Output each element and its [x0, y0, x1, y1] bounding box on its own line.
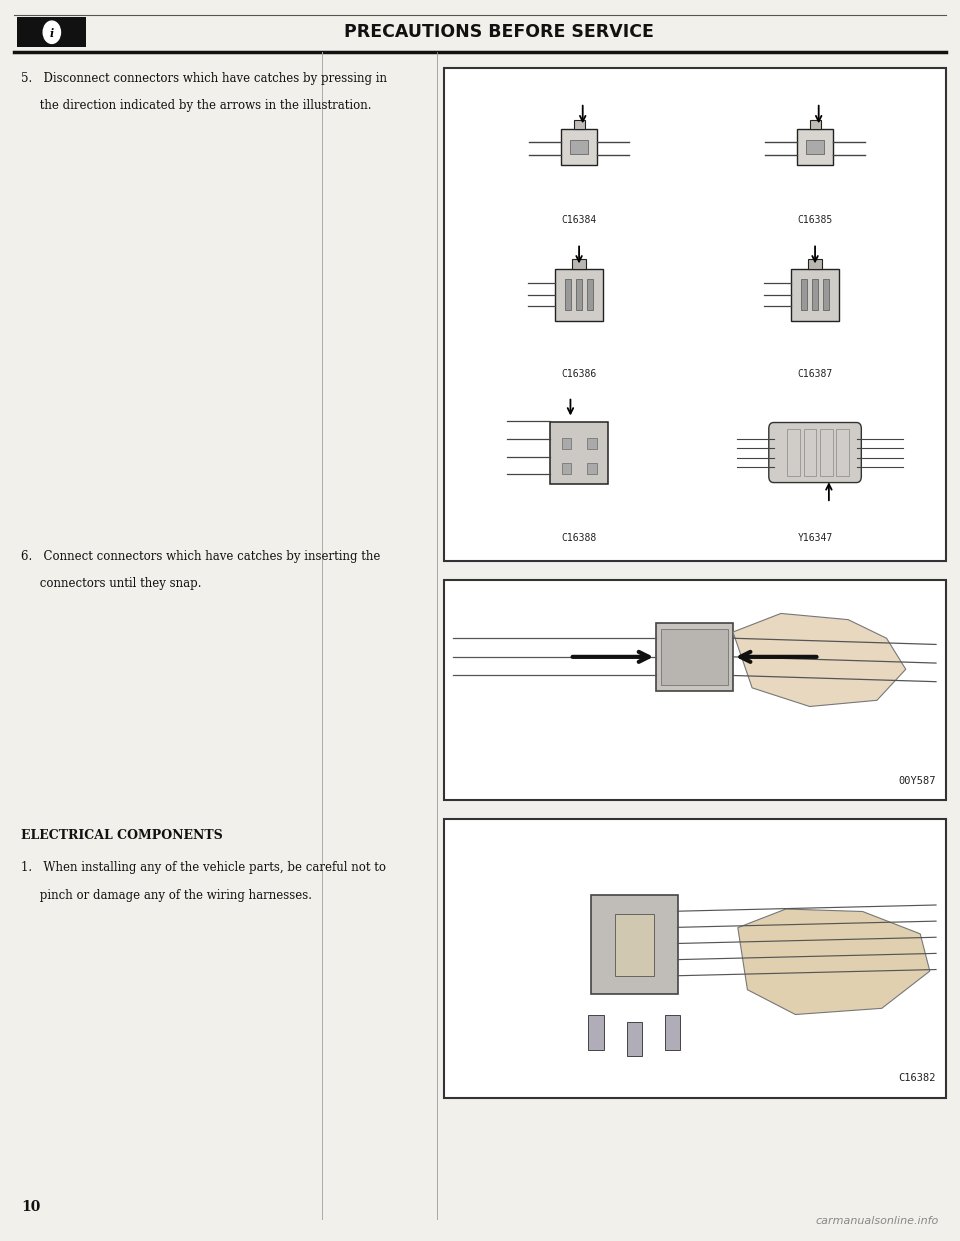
Text: 1.   When installing any of the vehicle parts, be careful not to: 1. When installing any of the vehicle pa… — [21, 861, 386, 874]
Bar — [812, 279, 818, 310]
Text: C16388: C16388 — [562, 534, 597, 544]
Bar — [444, 580, 946, 800]
Bar — [591, 895, 678, 994]
Bar — [807, 259, 823, 269]
Bar — [836, 428, 849, 477]
Text: pinch or damage any of the wiring harnesses.: pinch or damage any of the wiring harnes… — [21, 889, 312, 901]
Bar — [17, 17, 86, 47]
Bar — [550, 422, 608, 484]
Text: PRECAUTIONS BEFORE SERVICE: PRECAUTIONS BEFORE SERVICE — [345, 24, 654, 41]
Bar — [555, 269, 604, 320]
Text: Y16347: Y16347 — [798, 534, 832, 544]
Bar — [574, 119, 585, 129]
Bar — [615, 913, 654, 975]
Text: 00Y587: 00Y587 — [899, 776, 936, 786]
Text: C16386: C16386 — [562, 370, 597, 380]
Bar — [562, 438, 571, 449]
Text: 5.   Disconnect connectors which have catches by pressing in: 5. Disconnect connectors which have catc… — [21, 72, 387, 84]
Bar — [564, 279, 571, 310]
Bar — [627, 1021, 642, 1056]
Bar — [657, 623, 733, 691]
Bar — [444, 819, 946, 1098]
Bar — [572, 259, 587, 269]
Bar — [576, 279, 582, 310]
Text: carmanualsonline.info: carmanualsonline.info — [816, 1216, 939, 1226]
Text: C16382: C16382 — [899, 1073, 936, 1083]
Text: connectors until they snap.: connectors until they snap. — [21, 577, 202, 589]
Text: C16385: C16385 — [798, 216, 832, 226]
Circle shape — [43, 21, 60, 43]
Text: the direction indicated by the arrows in the illustration.: the direction indicated by the arrows in… — [21, 99, 372, 112]
Bar — [561, 129, 597, 165]
Bar — [809, 119, 821, 129]
FancyBboxPatch shape — [769, 422, 861, 483]
Bar — [665, 1015, 681, 1050]
Bar — [820, 428, 832, 477]
Bar — [444, 68, 946, 561]
Bar — [804, 428, 816, 477]
Bar — [797, 129, 833, 165]
Bar — [587, 463, 596, 474]
Text: i: i — [50, 29, 54, 38]
Bar — [791, 269, 839, 320]
Bar — [801, 279, 807, 310]
Polygon shape — [733, 613, 906, 706]
Bar — [806, 140, 824, 154]
Text: C16384: C16384 — [562, 216, 597, 226]
Text: C16387: C16387 — [798, 370, 832, 380]
Bar — [588, 1015, 604, 1050]
Polygon shape — [738, 908, 930, 1014]
Text: ELECTRICAL COMPONENTS: ELECTRICAL COMPONENTS — [21, 829, 223, 841]
Text: 10: 10 — [21, 1200, 40, 1214]
Bar — [562, 463, 571, 474]
Bar — [587, 279, 593, 310]
Bar — [587, 438, 596, 449]
Bar — [660, 629, 728, 685]
Text: 6.   Connect connectors which have catches by inserting the: 6. Connect connectors which have catches… — [21, 550, 380, 562]
Bar — [787, 428, 801, 477]
Bar — [570, 140, 588, 154]
Bar — [823, 279, 829, 310]
